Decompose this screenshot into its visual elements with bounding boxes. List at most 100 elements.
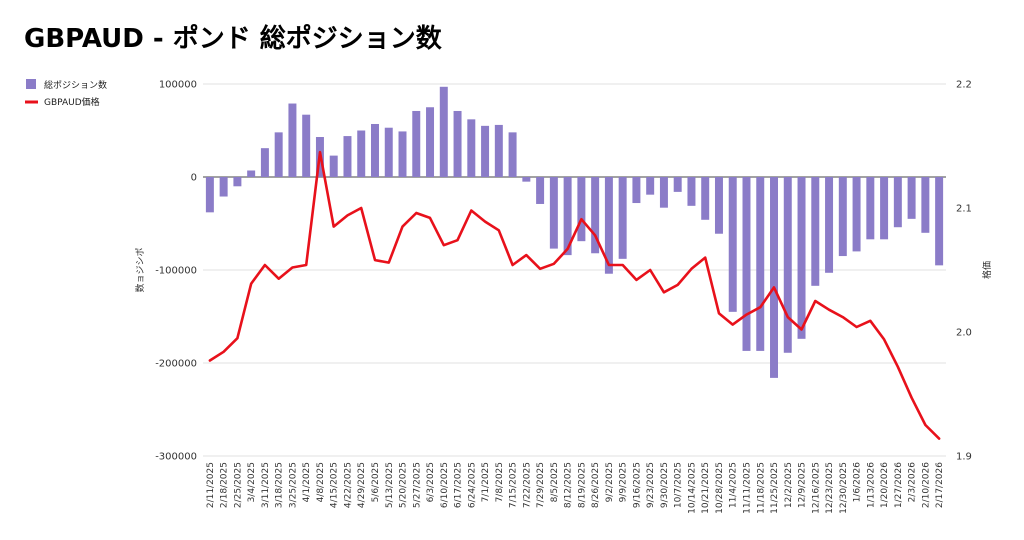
bar (288, 103, 297, 177)
x-tick-label: 9/16/2025 (632, 462, 642, 508)
bar (632, 177, 641, 204)
y-right-tick-label: 1.9 (956, 452, 972, 463)
bar (783, 177, 792, 353)
bar (838, 177, 847, 257)
legend-bar-label: 総ポジション数 (44, 79, 107, 91)
legend-bar-swatch (26, 79, 36, 89)
x-tick-label: 9/9/2025 (619, 462, 629, 502)
x-tick-label: 3/11/2025 (261, 462, 271, 508)
bar (825, 177, 834, 273)
x-tick-label: 4/15/2025 (330, 462, 340, 508)
x-tick-label: 12/2/2025 (784, 462, 794, 508)
bar (343, 136, 352, 177)
x-axis: 2/11/2025 2/18/2025 2/25/2025 3/4/2025 3/11/… (206, 462, 945, 514)
legend: 総ポジション数 GBPAUD価格 (25, 79, 107, 108)
y-left-tick-label: -300000 (155, 452, 197, 463)
x-tick-label: 5/6/2025 (371, 462, 381, 502)
left-y-axis: 100000 0 -100000 -200000 -300000 数ョジシポ (134, 80, 197, 463)
x-tick-label: 6/17/2025 (454, 462, 464, 508)
legend-line-label: GBPAUD価格 (44, 96, 100, 108)
bar (371, 123, 379, 177)
x-tick-label: 7/15/2025 (509, 462, 519, 508)
x-tick-label: 12/9/2025 (798, 462, 808, 508)
x-tick-label: 12/23/2025 (825, 462, 835, 514)
x-tick-label: 6/3/2025 (426, 462, 436, 502)
bar (536, 177, 545, 204)
bar (797, 177, 806, 339)
bar (701, 177, 710, 220)
x-tick-label: 12/30/2025 (839, 462, 849, 514)
x-tick-label: 6/10/2025 (440, 462, 450, 508)
bar (329, 155, 338, 177)
bar (219, 177, 228, 197)
bar (398, 131, 407, 177)
x-tick-label: 5/13/2025 (385, 462, 395, 508)
bar (481, 125, 490, 177)
y-left-tick-label: 100000 (159, 80, 197, 91)
x-tick-label: 11/11/2025 (742, 462, 752, 514)
x-tick-label: 1/6/2026 (853, 462, 863, 503)
x-tick-label: 1/13/2026 (866, 462, 876, 508)
bar (412, 110, 421, 177)
x-tick-label: 11/18/2025 (756, 462, 766, 514)
x-tick-label: 9/30/2025 (660, 462, 670, 508)
x-tick-label: 5/27/2025 (412, 462, 422, 508)
y-right-axis-label: 格価 (981, 261, 993, 279)
x-tick-label: 10/28/2025 (715, 462, 725, 514)
x-tick-label: 7/22/2025 (522, 462, 532, 508)
x-tick-label: 2/25/2025 (233, 462, 243, 508)
bar (233, 177, 242, 187)
bar (453, 110, 462, 177)
bar (247, 170, 256, 177)
x-tick-label: 2/18/2025 (220, 462, 230, 508)
x-tick-label: 10/7/2025 (674, 462, 684, 508)
x-tick-label: 10/14/2025 (687, 462, 697, 514)
x-tick-label: 6/24/2025 (467, 462, 477, 508)
y-left-tick-label: -100000 (155, 266, 197, 277)
x-tick-label: 1/20/2026 (880, 462, 890, 508)
bar (811, 177, 820, 286)
x-tick-label: 9/2/2025 (605, 462, 615, 502)
bar (618, 177, 627, 259)
x-tick-label: 2/11/2025 (206, 462, 216, 508)
x-tick-label: 11/4/2025 (729, 462, 739, 508)
x-tick-label: 8/26/2025 (591, 462, 601, 508)
bar (687, 177, 696, 206)
right-y-axis: 2.2 2.1 2.0 1.9 格価 (956, 80, 993, 463)
bar (549, 177, 558, 249)
x-tick-label: 3/4/2025 (247, 462, 257, 502)
line-series (208, 150, 941, 440)
bar (426, 107, 435, 177)
x-tick-label: 8/5/2025 (550, 462, 560, 502)
bar-series (205, 86, 944, 378)
bar (591, 177, 600, 254)
x-tick-label: 12/16/2025 (811, 462, 821, 514)
x-tick-label: 1/27/2026 (894, 462, 904, 508)
grid-lines (203, 83, 946, 457)
x-tick-label: 2/17/2026 (935, 462, 945, 508)
y-right-tick-label: 2.2 (956, 80, 972, 91)
y-right-tick-label: 2.1 (956, 204, 972, 215)
bar (714, 177, 723, 234)
bar (604, 177, 613, 274)
bar (274, 132, 283, 177)
bar (467, 119, 476, 177)
bar (742, 177, 751, 351)
x-tick-label: 9/23/2025 (646, 462, 656, 508)
bar (880, 177, 889, 240)
x-tick-label: 4/8/2025 (316, 462, 326, 502)
x-tick-label: 5/20/2025 (399, 462, 409, 508)
bar (921, 177, 930, 233)
bar (260, 148, 269, 177)
x-tick-label: 10/21/2025 (701, 462, 711, 514)
x-tick-label: 8/19/2025 (577, 462, 587, 508)
x-tick-label: 7/8/2025 (495, 462, 505, 502)
bar (522, 177, 531, 182)
bar (659, 177, 668, 208)
x-tick-label: 4/22/2025 (343, 462, 353, 508)
x-tick-label: 3/18/2025 (275, 462, 285, 508)
bar (646, 177, 655, 195)
bar (508, 132, 517, 177)
bar (756, 177, 765, 351)
